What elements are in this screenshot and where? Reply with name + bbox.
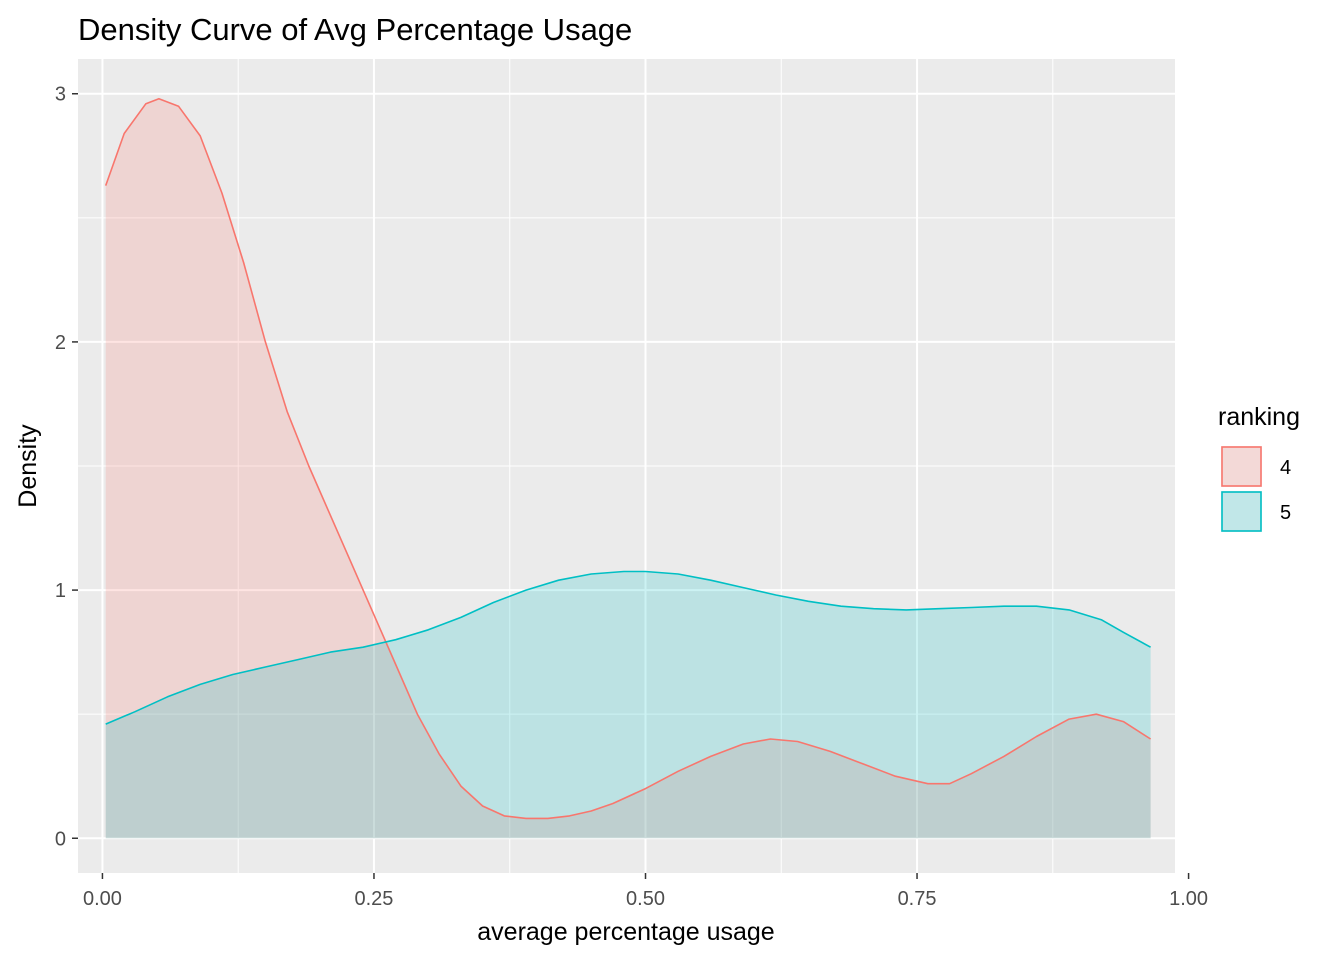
y-tick-label: 2 [55, 332, 66, 354]
chart-title: Density Curve of Avg Percentage Usage [78, 12, 632, 47]
legend-key-ranking-5 [1221, 491, 1262, 532]
legend-label-ranking-4: 4 [1280, 457, 1291, 479]
legend-title: ranking [1218, 403, 1300, 431]
y-tick-label: 1 [55, 580, 66, 602]
x-tick-label: 0.00 [83, 888, 122, 910]
x-tick-label: 0.25 [355, 888, 394, 910]
y-tick-label: 3 [55, 84, 66, 106]
x-axis-title: average percentage usage [477, 918, 774, 946]
x-axis: 0.00 0.25 0.50 0.75 1.00 [83, 873, 1208, 910]
legend-label-ranking-5: 5 [1280, 502, 1291, 524]
y-axis-title: Density [14, 424, 42, 508]
grid-major [78, 59, 1190, 873]
y-tick-label: 0 [55, 828, 66, 850]
grid-minor [78, 59, 1175, 873]
x-tick-label: 1.00 [1169, 888, 1208, 910]
density-area-ranking-4 [105, 98, 1151, 839]
x-tick-label: 0.75 [898, 888, 937, 910]
density-line-ranking-5 [105, 570, 1151, 725]
density-line-ranking-4 [104, 97, 1152, 820]
density-area-ranking-5 [105, 571, 1151, 839]
x-tick-label: 0.50 [626, 888, 665, 910]
legend-key-bg [1221, 491, 1262, 532]
legend-key-bg [1221, 446, 1262, 487]
legend: ranking 4 5 [1218, 403, 1300, 532]
legend-key-ranking-4 [1221, 446, 1262, 487]
series-layer [104, 97, 1152, 839]
y-axis: 0 1 2 3 [55, 84, 78, 850]
